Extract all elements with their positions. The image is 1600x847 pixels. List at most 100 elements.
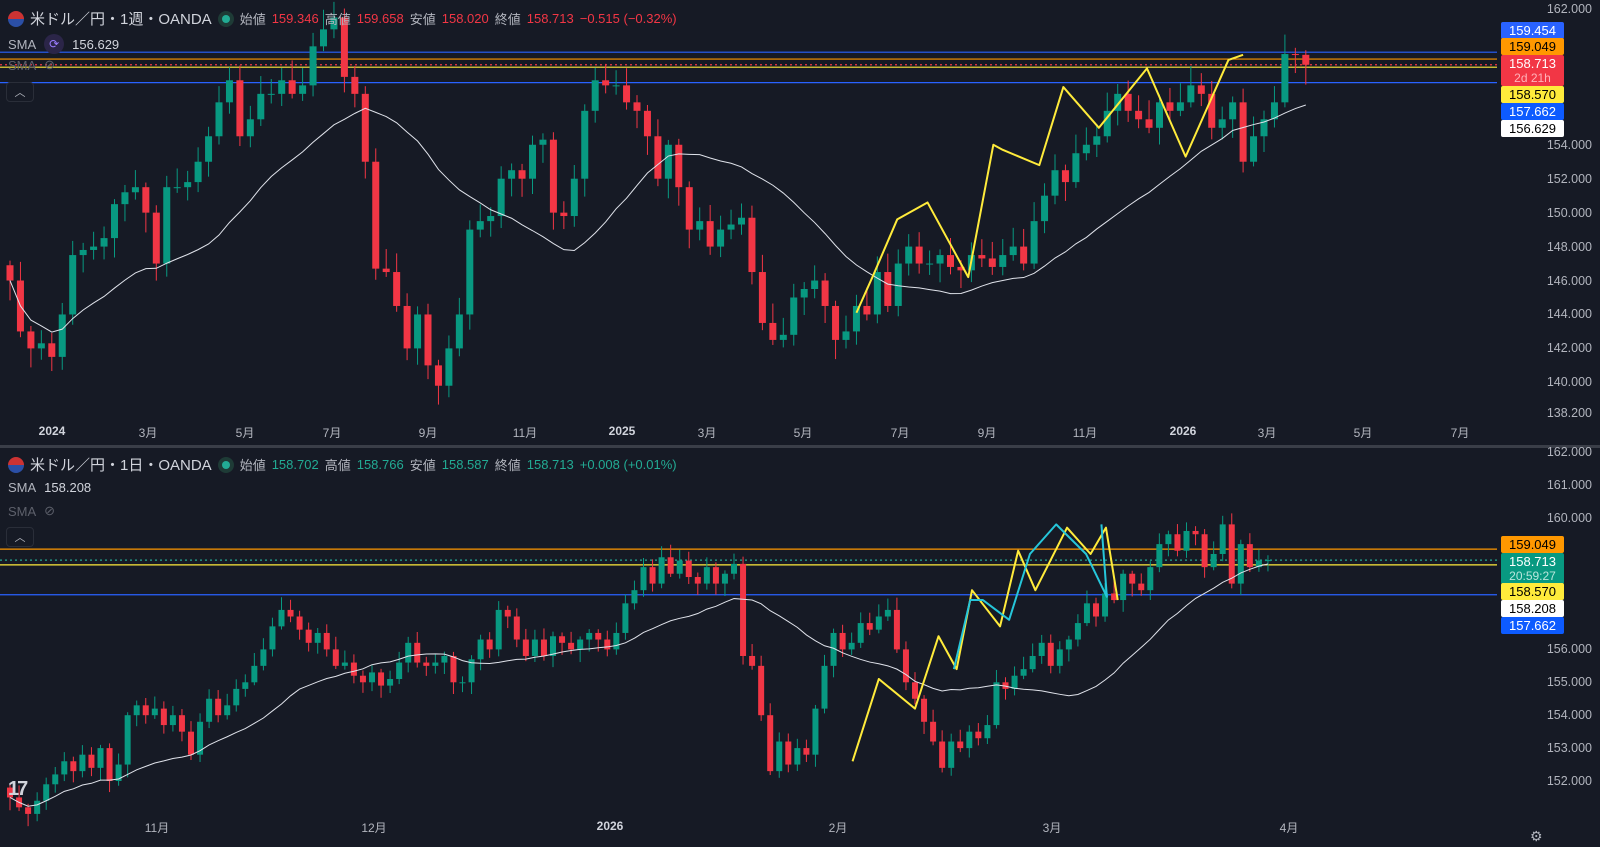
candle-body xyxy=(518,170,526,179)
candle-body xyxy=(350,662,357,676)
candle-body xyxy=(740,563,747,656)
candle-body xyxy=(539,139,547,145)
candle-body xyxy=(675,144,683,188)
tradingview-logo[interactable]: 17 xyxy=(8,778,28,800)
price-axis[interactable]: 162.000 154.000 152.000 150.000 148.000 146.0… xyxy=(1497,0,1600,445)
price-axis[interactable]: 162.000 161.000 160.000 156.000 155.000 154.0… xyxy=(1497,445,1600,847)
price-tick-label: 155.000 xyxy=(1546,675,1592,690)
candle-body xyxy=(487,216,495,222)
candle-body xyxy=(169,715,176,726)
candle-body xyxy=(902,649,909,683)
candle-body xyxy=(790,297,798,335)
candle-body xyxy=(694,577,701,584)
candle-body xyxy=(396,662,403,680)
candle-body xyxy=(450,655,457,683)
change-value: −0.515 (−0.32%) xyxy=(579,11,677,26)
candle-body xyxy=(779,334,787,340)
candle-body xyxy=(441,655,448,663)
candle-body xyxy=(676,560,683,574)
candle-body xyxy=(531,639,538,656)
price-tick-label: 154.000 xyxy=(1546,708,1592,723)
collapse-legend-button[interactable]: ︿ xyxy=(6,82,34,102)
candle-body xyxy=(706,221,714,247)
candle-body xyxy=(1291,54,1299,56)
candle-body xyxy=(332,649,339,666)
candle-body xyxy=(25,807,32,814)
eye-hidden-icon[interactable]: ⊘ xyxy=(44,57,56,72)
candle-body xyxy=(100,238,108,247)
candle-body xyxy=(1129,573,1136,584)
candle-body xyxy=(1065,639,1072,650)
candle-body xyxy=(278,609,285,627)
candle-body xyxy=(251,665,258,683)
candle-body xyxy=(738,217,745,225)
price-tick-label: 162.000 xyxy=(1546,2,1592,16)
collapse-legend-button[interactable]: ︿ xyxy=(6,527,34,547)
candle-body xyxy=(667,557,674,574)
pane-separator[interactable] xyxy=(0,445,1600,448)
candle-body xyxy=(188,731,194,755)
time-tick-label: 2025 xyxy=(608,424,636,438)
candle-body xyxy=(1074,623,1081,640)
sma-indicator[interactable]: SMA 158.208 xyxy=(8,480,91,495)
last-price: 158.713 xyxy=(1509,554,1556,569)
daily-chart-pane[interactable]: 米ドル／円・1日・OANDA 始値 158.702 高値 158.766 安値 158… xyxy=(0,445,1600,847)
price-tick-label: 162.000 xyxy=(1546,445,1592,459)
time-tick-label: 2024 xyxy=(38,424,66,438)
candle-body xyxy=(988,258,996,267)
sma-indicator-hidden[interactable]: SMA ⊘ xyxy=(8,503,55,519)
candle-body xyxy=(1228,524,1235,584)
usdjpy-flag-icon xyxy=(8,10,24,27)
candle-body xyxy=(184,182,192,188)
candle-body xyxy=(476,221,484,230)
high-value: 158.766 xyxy=(356,457,404,472)
price-tick-label: 142.000 xyxy=(1546,341,1592,356)
bar-countdown: 20:59:27 xyxy=(1509,569,1556,583)
sma-line xyxy=(9,563,1269,807)
bar-countdown: 2d 21h xyxy=(1514,71,1551,85)
candle-body xyxy=(1083,603,1090,624)
candle-body xyxy=(1250,136,1258,162)
sync-icon[interactable]: ⟳ xyxy=(44,34,65,54)
open-value: 158.702 xyxy=(271,457,319,472)
price-tick-label: 156.000 xyxy=(1546,642,1592,657)
sma-indicator-hidden[interactable]: SMA ⊘ xyxy=(8,57,55,73)
candle-body xyxy=(568,642,575,650)
candle-body xyxy=(1020,246,1028,264)
candle-body xyxy=(194,161,202,183)
candle-body xyxy=(387,679,394,686)
eye-hidden-icon[interactable]: ⊘ xyxy=(44,503,56,518)
candle-body xyxy=(434,365,442,386)
high-label: 高値 xyxy=(324,12,351,27)
sma-indicator[interactable]: SMA ⟳ 156.629 xyxy=(8,34,119,54)
candle-body xyxy=(1082,144,1090,154)
high-value: 159.658 xyxy=(356,11,404,26)
candle-body xyxy=(455,314,463,349)
settings-gear-icon[interactable]: ⚙ xyxy=(1530,828,1543,844)
candle-body xyxy=(1201,534,1208,568)
candle-body xyxy=(278,80,286,94)
candle-body xyxy=(1166,102,1174,111)
weekly-chart-pane[interactable]: 米ドル／円・1週・OANDA 始値 159.346 高値 159.658 安値 158… xyxy=(0,0,1600,445)
daily-chart-canvas[interactable] xyxy=(0,448,1497,847)
weekly-chart-canvas[interactable] xyxy=(0,0,1497,445)
time-tick-label: 7月 xyxy=(1450,426,1470,440)
candle-body xyxy=(830,632,837,666)
time-tick-label: 11月 xyxy=(1072,426,1098,440)
low-value: 158.587 xyxy=(441,457,489,472)
candle-body xyxy=(905,246,913,264)
close-value: 158.713 xyxy=(526,11,574,26)
symbol-title[interactable]: 米ドル／円・1日・OANDA xyxy=(30,457,212,474)
candle-body xyxy=(1174,534,1181,551)
price-tick-label: 154.000 xyxy=(1546,137,1592,152)
candle-body xyxy=(921,698,928,722)
candle-body xyxy=(173,187,181,189)
symbol-title[interactable]: 米ドル／円・1週・OANDA xyxy=(30,11,212,28)
price-tick-label: 138.200 xyxy=(1546,405,1592,420)
candle-body xyxy=(857,623,864,643)
sma-label: SMA xyxy=(8,503,37,519)
candle-body xyxy=(999,255,1007,267)
candle-body xyxy=(848,642,855,650)
candle-body xyxy=(1165,534,1172,545)
candle-body xyxy=(359,675,366,683)
